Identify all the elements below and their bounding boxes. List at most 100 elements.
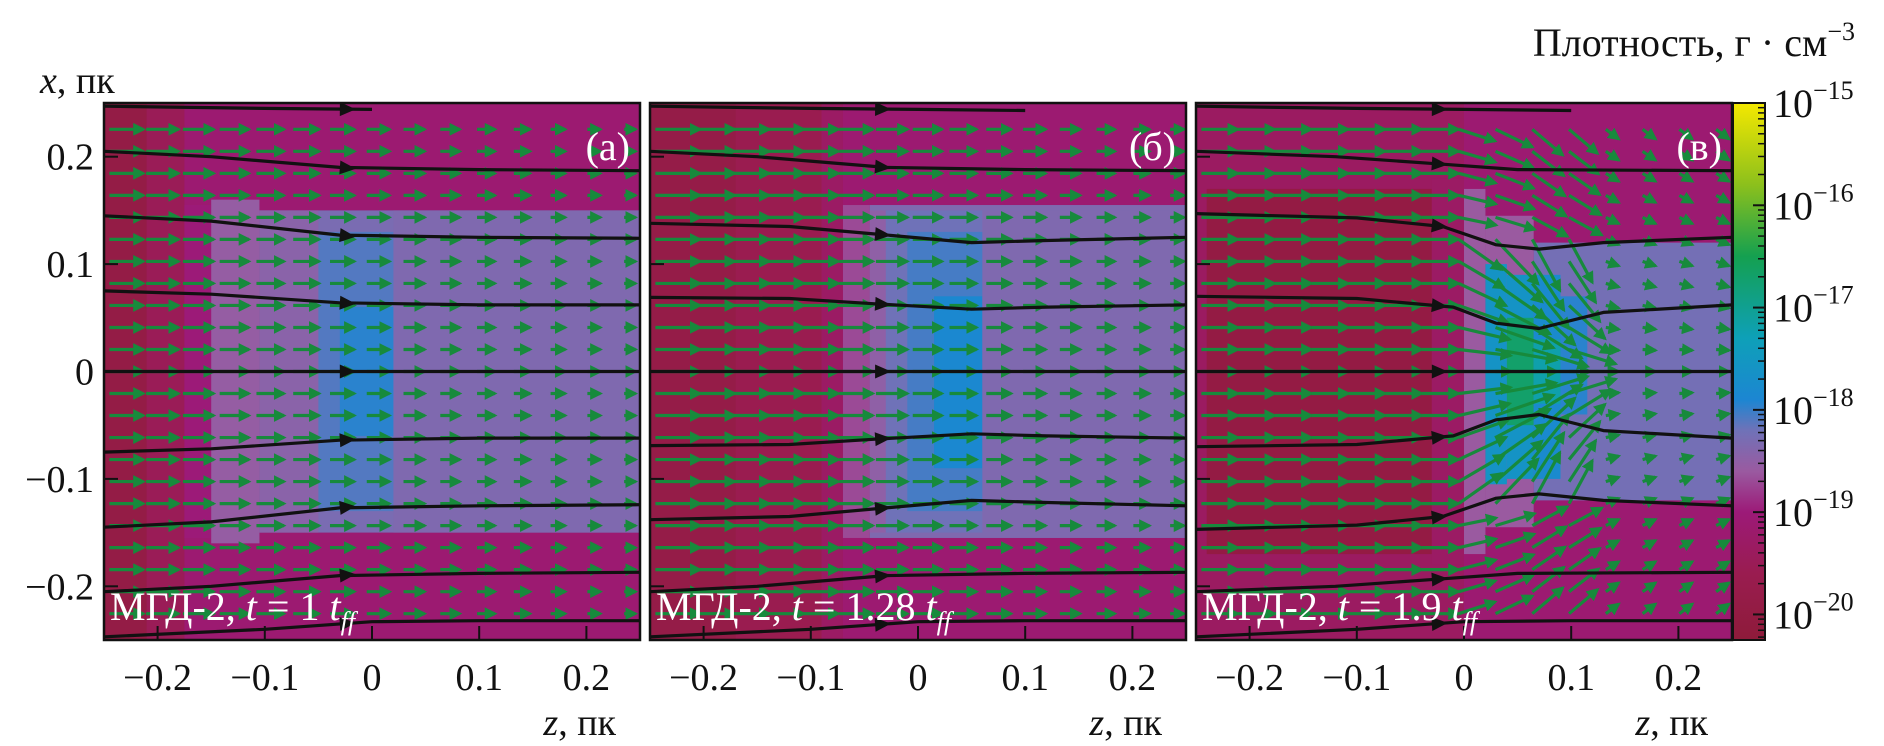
field-line <box>104 104 373 111</box>
velocity-arrow <box>1458 325 1513 344</box>
velocity-arrow <box>1494 193 1537 212</box>
velocity-arrow <box>1458 417 1511 440</box>
velocity-arrow <box>1715 581 1732 594</box>
velocity-arrow <box>1568 215 1605 237</box>
velocity-arrow <box>1568 194 1603 217</box>
field-line-arrow <box>339 160 356 175</box>
field-line <box>1196 412 1732 449</box>
field-line-arrow <box>1431 156 1448 171</box>
velocity-arrow <box>1568 172 1602 196</box>
x-tick-label: −0.1 <box>230 657 299 699</box>
field-line-arrow <box>1431 617 1448 631</box>
x-axis-title: z, пк <box>542 702 616 744</box>
velocity-arrow <box>1642 256 1658 269</box>
velocity-arrow <box>1458 535 1499 550</box>
velocity-arrow <box>1641 581 1658 594</box>
field-line <box>1196 294 1732 331</box>
velocity-arrow <box>1678 256 1695 269</box>
velocity-arrow <box>1605 452 1622 465</box>
velocity-arrow <box>1605 430 1622 444</box>
field-line-arrow <box>339 228 356 243</box>
y-tick-label: 0.1 <box>47 244 95 286</box>
velocity-arrow <box>1531 172 1568 198</box>
x-tick-label: −0.2 <box>1215 657 1284 699</box>
field-line <box>650 432 1186 448</box>
x-tick-label: 0 <box>363 657 382 699</box>
field-line <box>650 104 1026 113</box>
colorbar-tick-label: 10−16 <box>1773 178 1854 228</box>
panel-tag: (б) <box>1129 124 1176 169</box>
field-line <box>104 436 640 454</box>
velocity-arrow <box>1494 439 1544 483</box>
velocity-arrow <box>1605 518 1621 530</box>
field-line-arrow <box>1431 218 1448 233</box>
velocity-arrow <box>1458 556 1499 572</box>
x-axis-title: z, пк <box>1088 702 1162 744</box>
x-tick-label: 0.1 <box>1547 657 1595 699</box>
velocity-arrow <box>1715 518 1732 530</box>
colorbar-tick-label: 10−20 <box>1773 587 1854 637</box>
velocity-arrow <box>1642 299 1658 313</box>
field-line-arrow <box>339 295 356 310</box>
velocity-arrow <box>1679 321 1695 335</box>
velocity-arrow <box>1605 278 1622 291</box>
velocity-arrow <box>1604 602 1621 616</box>
velocity-arrow <box>1494 149 1536 170</box>
velocity-arrow <box>1458 577 1498 594</box>
colorbar: 10−15 10−16 10−17 10−18 10−19 10−20 Плотность… <box>1533 17 1855 641</box>
velocity-arrow <box>1531 383 1584 417</box>
velocity-arrow <box>1678 213 1695 225</box>
colorbar-tick-label: 10−19 <box>1773 485 1854 535</box>
field-line-arrow <box>339 103 356 117</box>
velocity-arrow <box>1605 386 1622 400</box>
x-tick-label: 0 <box>909 657 928 699</box>
field-line-arrow <box>1431 510 1448 525</box>
velocity-arrow <box>1458 347 1514 361</box>
velocity-arrow <box>1568 388 1613 417</box>
field-line <box>104 503 640 529</box>
velocity-arrow <box>1605 191 1621 204</box>
velocity-arrow <box>1567 304 1607 341</box>
x-tick-label: 0.1 <box>1001 657 1049 699</box>
velocity-arrow <box>1641 213 1658 225</box>
panel-caption: МГД-2, t = 1.28 tff <box>656 584 955 636</box>
field-line <box>1196 104 1572 113</box>
velocity-arrow <box>1531 525 1569 549</box>
velocity-arrow <box>1641 149 1658 162</box>
velocity-arrow <box>1715 127 1732 141</box>
velocity-arrow <box>1531 545 1568 571</box>
velocity-arrow <box>1716 386 1732 400</box>
y-tick-label: 0.2 <box>47 137 95 179</box>
velocity-arrow <box>1568 506 1605 528</box>
velocity-arrow <box>1458 599 1498 616</box>
field-line-arrow <box>339 433 356 448</box>
field-line-arrow <box>874 227 892 241</box>
x-tick-label: 0.2 <box>1109 657 1157 699</box>
field-line-arrow <box>874 296 892 311</box>
velocity-arrow <box>1678 149 1695 162</box>
velocity-arrow <box>1678 278 1695 291</box>
y-tick-label: −0.1 <box>25 459 94 501</box>
velocity-arrow <box>1715 602 1732 616</box>
field-line <box>104 289 640 307</box>
velocity-arrow <box>1715 149 1732 162</box>
velocity-arrow <box>1641 539 1658 552</box>
velocity-arrow <box>1678 518 1695 530</box>
velocity-arrow <box>1605 539 1621 552</box>
velocity-arrow <box>1495 378 1559 396</box>
x-tick-label: −0.1 <box>1322 657 1391 699</box>
velocity-arrow <box>1457 260 1507 290</box>
field-line-arrow <box>339 568 356 583</box>
velocity-field <box>1201 122 1732 621</box>
field-line-arrow <box>1431 572 1448 587</box>
velocity-arrow <box>1715 321 1732 335</box>
field-line-arrow <box>874 159 892 174</box>
velocity-arrow <box>1715 170 1732 183</box>
field-line-arrow <box>874 569 892 584</box>
panels: −0.2 −0.1 0 0.1 0.2 0.2 0.1 0 −0.1 −0.2 z, пк (а) МГ… <box>25 101 1734 744</box>
velocity-arrow <box>1605 474 1622 487</box>
velocity-arrow <box>1568 588 1600 615</box>
field-line <box>104 570 640 594</box>
velocity-arrow <box>1679 343 1695 357</box>
velocity-arrow <box>1457 238 1504 272</box>
